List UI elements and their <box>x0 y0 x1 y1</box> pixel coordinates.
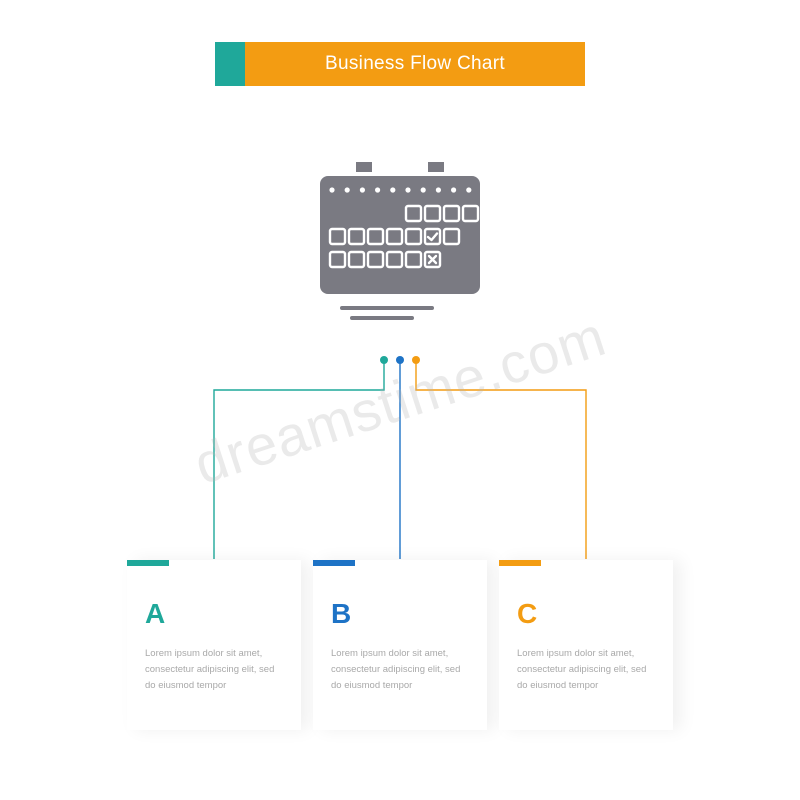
flow-connectors <box>0 340 800 570</box>
card-letter: A <box>145 598 283 630</box>
card-tab <box>499 560 541 566</box>
cards-row: A Lorem ipsum dolor sit amet, consectetur… <box>127 560 673 730</box>
card-b: B Lorem ipsum dolor sit amet, consectetur… <box>313 560 487 730</box>
card-letter: C <box>517 598 655 630</box>
header-bar: Business Flow Chart <box>215 42 585 86</box>
watermark: dreamstime.com <box>186 303 613 497</box>
card-body: Lorem ipsum dolor sit amet, consectetur … <box>145 646 283 694</box>
calendar-icon <box>312 162 488 322</box>
card-body: Lorem ipsum dolor sit amet, consectetur … <box>517 646 655 694</box>
header-accent <box>215 42 245 86</box>
card-a: A Lorem ipsum dolor sit amet, consectetur… <box>127 560 301 730</box>
card-c: C Lorem ipsum dolor sit amet, consectetur… <box>499 560 673 730</box>
header-title: Business Flow Chart <box>245 42 585 86</box>
card-tab <box>127 560 169 566</box>
header-title-text: Business Flow Chart <box>325 53 505 75</box>
card-body: Lorem ipsum dolor sit amet, consectetur … <box>331 646 469 694</box>
card-letter: B <box>331 598 469 630</box>
card-tab <box>313 560 355 566</box>
